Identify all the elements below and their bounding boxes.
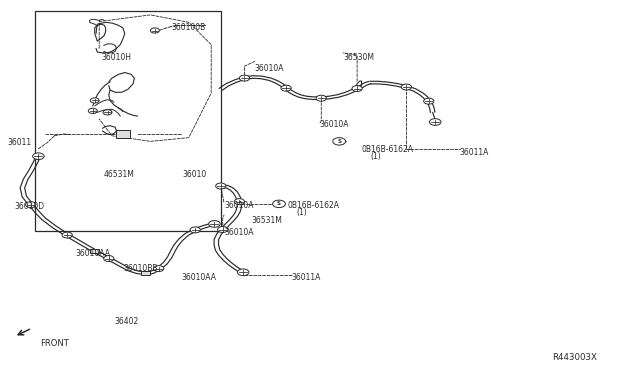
Text: 46531M: 46531M	[104, 170, 134, 179]
Text: 36010AA: 36010AA	[76, 249, 111, 258]
Circle shape	[90, 98, 99, 103]
Circle shape	[88, 108, 97, 113]
Circle shape	[239, 75, 250, 81]
Circle shape	[237, 269, 249, 276]
Circle shape	[216, 183, 226, 189]
Circle shape	[281, 85, 291, 91]
Circle shape	[352, 86, 362, 92]
Text: 36011: 36011	[8, 138, 32, 147]
Circle shape	[273, 200, 285, 208]
Circle shape	[62, 232, 72, 238]
Text: 36010D: 36010D	[14, 202, 44, 211]
Circle shape	[103, 110, 112, 115]
Text: FRONT: FRONT	[40, 339, 69, 348]
Text: 36010AA: 36010AA	[181, 273, 216, 282]
Bar	[116, 130, 130, 138]
Text: 36010A: 36010A	[254, 64, 284, 73]
Text: (1): (1)	[296, 208, 307, 217]
Text: 36011A: 36011A	[292, 273, 321, 282]
Text: S: S	[337, 139, 341, 144]
Text: 36010A: 36010A	[224, 228, 253, 237]
Circle shape	[33, 153, 44, 160]
Circle shape	[234, 199, 244, 205]
Circle shape	[154, 266, 164, 272]
Text: 360100B: 360100B	[172, 23, 206, 32]
Circle shape	[104, 256, 114, 262]
Text: 36531M: 36531M	[252, 216, 282, 225]
Circle shape	[333, 138, 346, 145]
Text: S: S	[277, 201, 281, 206]
Text: 36010: 36010	[182, 170, 207, 179]
Circle shape	[209, 221, 220, 227]
Circle shape	[401, 84, 412, 90]
Text: 36010BB: 36010BB	[124, 264, 158, 273]
Bar	[141, 272, 150, 275]
Circle shape	[429, 119, 441, 125]
Circle shape	[316, 95, 326, 101]
Text: 0B16B-6162A: 0B16B-6162A	[287, 201, 339, 210]
Circle shape	[26, 202, 36, 208]
Text: 36402: 36402	[114, 317, 138, 326]
Circle shape	[424, 98, 434, 104]
Circle shape	[218, 227, 228, 232]
Text: R443003X: R443003X	[552, 353, 596, 362]
Text: 36530M: 36530M	[343, 53, 374, 62]
Text: 36010A: 36010A	[224, 201, 253, 210]
Text: 0B16B-6162A: 0B16B-6162A	[362, 145, 413, 154]
Circle shape	[150, 28, 159, 33]
Bar	[35, 11, 221, 231]
Text: 36010H: 36010H	[101, 53, 131, 62]
Text: 36011A: 36011A	[460, 148, 489, 157]
Circle shape	[190, 227, 200, 233]
Bar	[90, 249, 99, 253]
Text: 36010A: 36010A	[319, 120, 349, 129]
Text: (1): (1)	[371, 153, 381, 161]
